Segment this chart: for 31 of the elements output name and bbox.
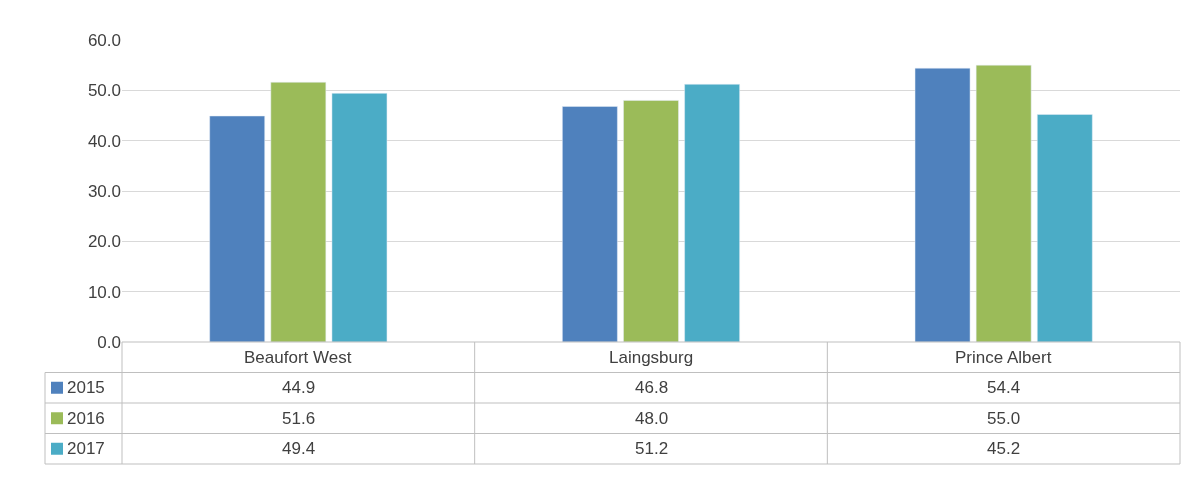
data-label: 51.2	[635, 439, 669, 458]
bar	[209, 115, 265, 342]
bar	[914, 67, 971, 342]
y-tick-label: 40.0	[87, 131, 121, 151]
bar	[975, 64, 1032, 342]
y-tick-label: 60.0	[87, 30, 121, 50]
y-tick-label: 0.0	[97, 332, 121, 352]
data-label: 55.0	[987, 409, 1021, 428]
data-label: 46.8	[635, 378, 669, 397]
bar	[684, 84, 740, 342]
y-tick-label: 10.0	[87, 282, 121, 302]
x-tick-label: Beaufort West	[244, 348, 352, 367]
x-tick-label: Laingsburg	[609, 348, 694, 367]
y-tick-label: 20.0	[87, 232, 121, 252]
x-tick-label: Prince Albert	[955, 348, 1052, 367]
bar	[1037, 114, 1093, 342]
bar	[562, 106, 618, 342]
legend-label: 2017	[67, 439, 105, 458]
legend-label: 2016	[67, 409, 105, 428]
bar	[331, 93, 388, 342]
y-tick-label: 30.0	[87, 181, 121, 201]
data-label: 54.4	[987, 378, 1021, 397]
data-label: 48.0	[635, 409, 669, 428]
data-label: 44.9	[282, 378, 316, 397]
data-label: 45.2	[987, 439, 1021, 458]
bar	[270, 82, 327, 342]
y-tick-label: 50.0	[87, 81, 121, 101]
data-label: 51.6	[282, 409, 316, 428]
bar	[623, 100, 679, 342]
legend-label: 2015	[67, 378, 105, 397]
data-label: 49.4	[282, 439, 316, 458]
